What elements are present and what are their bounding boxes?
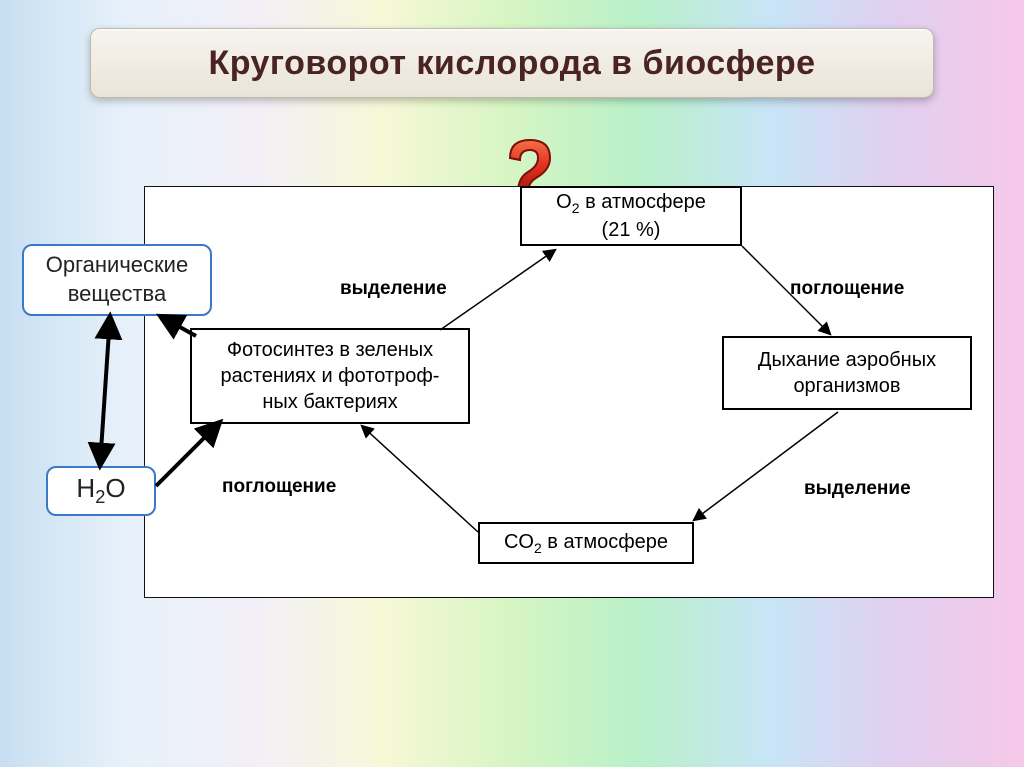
slide-title: Круговорот кислорода в биосфере	[208, 44, 815, 83]
node-o2-atmosphere: O2 в атмосфере(21 %)	[520, 186, 742, 246]
node-h2o: H2O	[46, 466, 156, 516]
node-photosynthesis: Фотосинтез в зеленыхрастениях и фототроф…	[190, 328, 470, 424]
node-label: Органическиевещества	[46, 251, 188, 308]
edge-label-absorption-bottom: поглощение	[222, 476, 336, 498]
node-co2-atmosphere: CO2 в атмосфере	[478, 522, 694, 564]
node-organic-substances: Органическиевещества	[22, 244, 212, 316]
node-label: CO2 в атмосфере	[504, 529, 668, 557]
edge-label-emission-top: выделение	[340, 278, 447, 300]
title-bar: Круговорот кислорода в биосфере	[90, 28, 934, 98]
edge-label-absorption-top: поглощение	[790, 278, 904, 300]
node-label: H2O	[76, 472, 125, 510]
node-respiration: Дыхание аэробныхорганизмов	[722, 336, 972, 410]
node-label: O2 в атмосфере(21 %)	[556, 189, 706, 243]
edge-label-emission-bottom: выделение	[804, 478, 911, 500]
slide: Круговорот кислорода в биосфере O2 в атм…	[0, 0, 1024, 767]
node-label: Фотосинтез в зеленыхрастениях и фототроф…	[221, 337, 440, 415]
node-label: Дыхание аэробныхорганизмов	[758, 347, 936, 399]
arrow-organic-h2o-double	[100, 316, 110, 466]
